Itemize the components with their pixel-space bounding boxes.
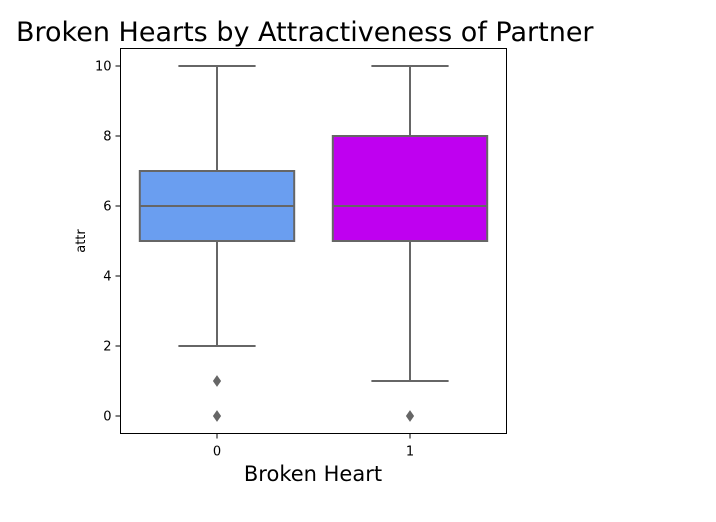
y-tick-label: 10 <box>95 60 112 75</box>
outlier-point <box>212 410 222 422</box>
box-group-0 <box>138 65 296 422</box>
outlier-point <box>212 375 222 387</box>
y-tick-label: 2 <box>103 340 111 355</box>
y-tick-label: 4 <box>103 270 111 285</box>
y-axis: 0 2 4 6 8 10 <box>95 60 121 425</box>
y-tick-label: 0 <box>103 410 111 425</box>
y-tick-label: 8 <box>103 130 111 145</box>
x-axis-label: Broken Heart <box>244 462 382 486</box>
y-tick-label: 6 <box>103 200 111 215</box>
plot-frame <box>120 48 507 434</box>
x-tick-label: 1 <box>406 445 414 460</box>
iqr-box <box>331 135 489 242</box>
y-axis-label: attr <box>74 229 89 253</box>
x-tick-label: 0 <box>213 445 221 460</box>
box-group-1 <box>331 65 489 422</box>
outlier-point <box>405 410 415 422</box>
box-plot-series <box>138 65 489 422</box>
chart-title: Broken Hearts by Attractiveness of Partn… <box>16 17 594 48</box>
